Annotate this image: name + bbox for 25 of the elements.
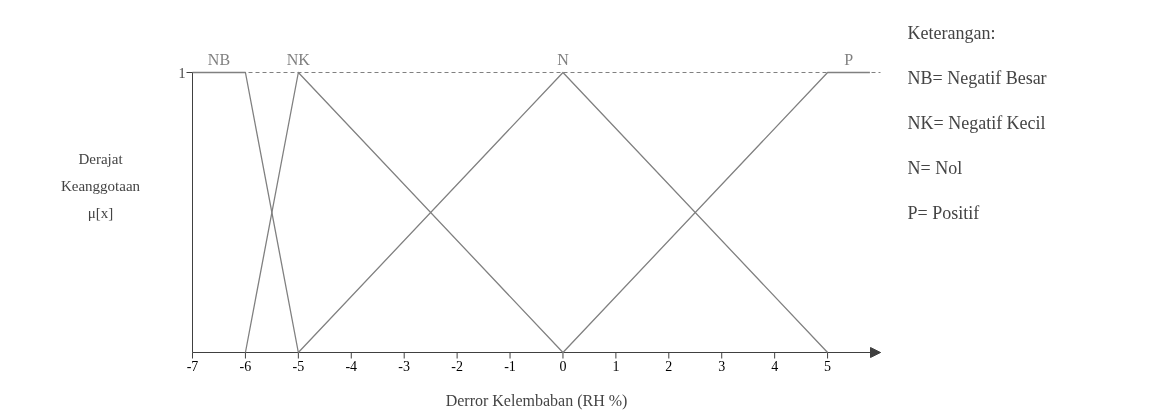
- series-label: P: [844, 50, 854, 68]
- x-tick-label: -2: [451, 358, 463, 374]
- y-axis-title: Derajat Keanggotaan μ[x]: [60, 150, 141, 221]
- x-tick-label: 5: [824, 358, 832, 374]
- x-tick-label: -3: [398, 358, 411, 374]
- x-tick-label: 1: [612, 358, 620, 374]
- text: 1: [178, 65, 186, 81]
- x-tick-label: -1: [504, 358, 516, 374]
- text: NB= Negatif Besar: [907, 67, 1047, 88]
- text: N= Nol: [907, 157, 963, 178]
- x-tick-label: -7: [186, 358, 199, 374]
- x-tick-label: 0: [559, 358, 567, 374]
- x-tick-label: -6: [239, 358, 252, 374]
- x-tick-label: 3: [718, 358, 726, 374]
- x-tick-label: 4: [771, 358, 779, 374]
- text: Keterangan:: [907, 22, 996, 43]
- x-tick-label: -4: [345, 358, 358, 374]
- series-label: N: [557, 50, 570, 68]
- series-label: NK: [286, 50, 311, 68]
- x-tick-label: -5: [292, 358, 305, 374]
- x-axis-title: Derror Kelembaban (RH %): [445, 391, 628, 410]
- text: NK= Negatif Kecil: [907, 112, 1046, 133]
- text: P= Positif: [907, 202, 980, 223]
- x-tick-label: 2: [665, 358, 673, 374]
- series-label: NB: [207, 50, 231, 68]
